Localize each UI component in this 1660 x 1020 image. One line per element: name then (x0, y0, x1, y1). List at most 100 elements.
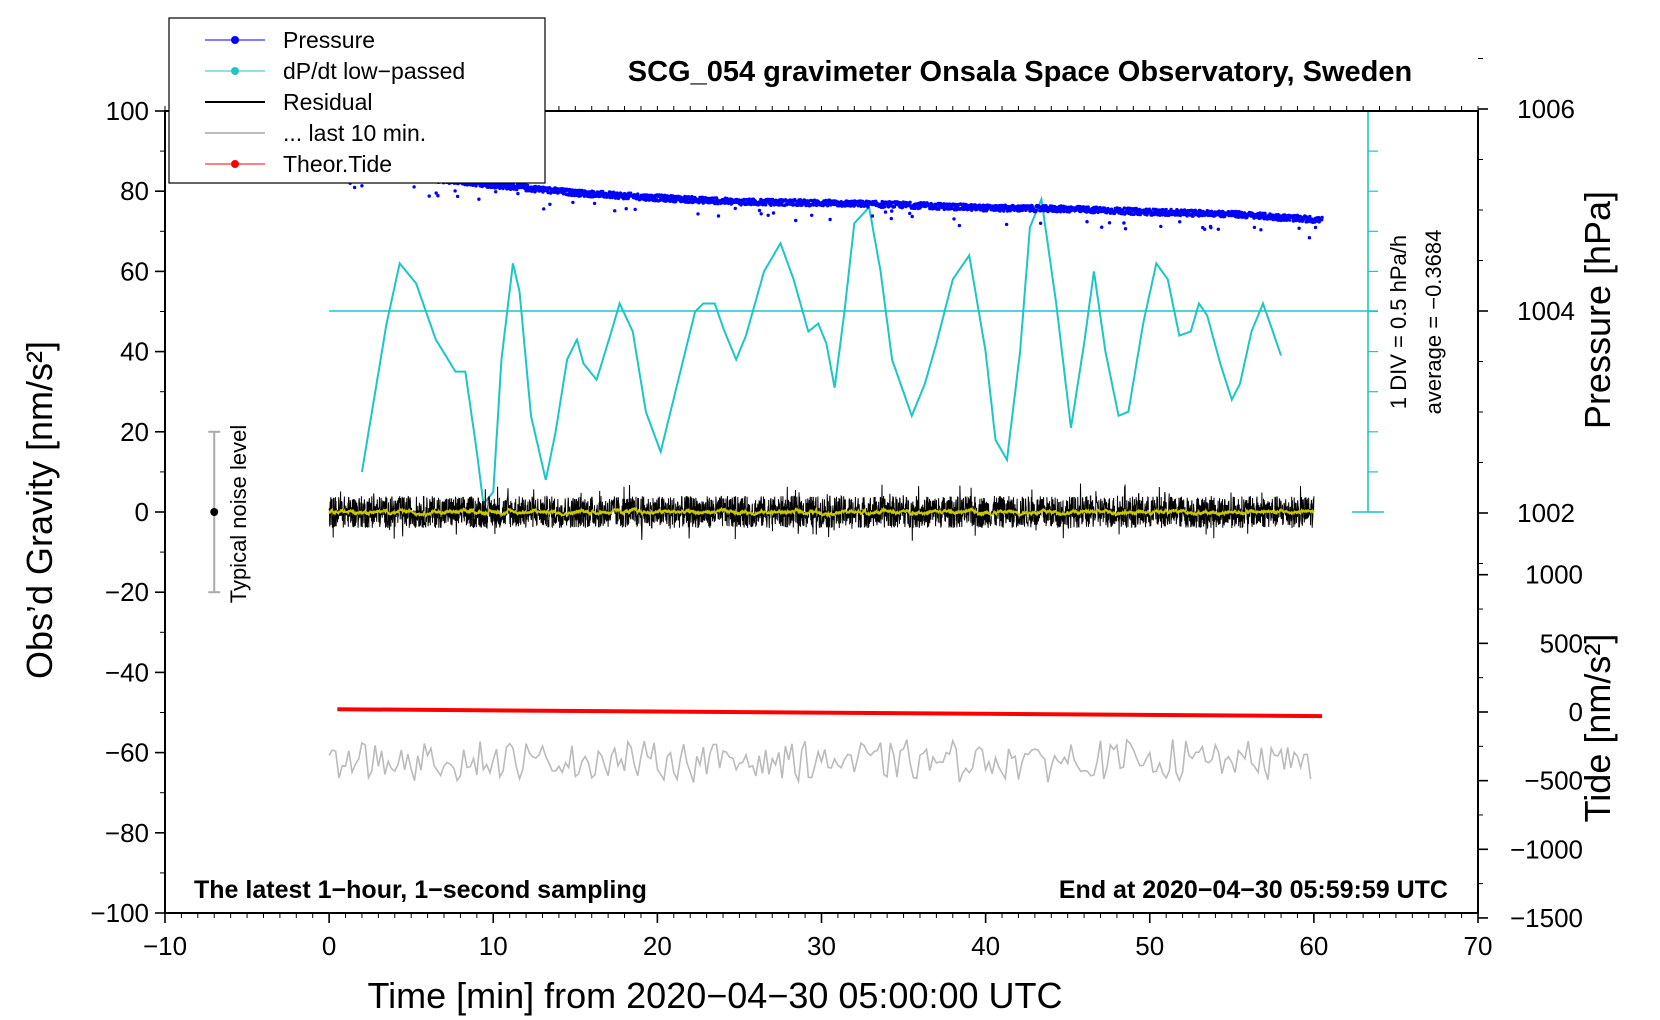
pressure-point (883, 210, 888, 214)
pressure-point (957, 223, 962, 228)
y-tick-label: 40 (120, 337, 149, 367)
y-tick-label: −60 (105, 738, 149, 768)
pressure-point (913, 206, 917, 211)
pressure-point (624, 207, 628, 211)
pressure-point (901, 205, 905, 209)
legend-label: ... last 10 min. (283, 120, 426, 146)
pressure-point (516, 191, 520, 196)
pressure-point (352, 185, 357, 190)
legend-label: Theor.Tide (283, 151, 392, 177)
tide-tick-label: 1000 (1525, 560, 1583, 590)
pressure-point (716, 214, 721, 218)
pressure-point (1181, 212, 1186, 217)
y-tick-label: 80 (120, 176, 149, 206)
legend-label: Pressure (283, 27, 375, 53)
pressure-point (1209, 225, 1213, 230)
pressure-point (810, 213, 814, 217)
pressure-point (1252, 225, 1257, 230)
noise-bar-center (210, 508, 219, 516)
pressure-point (477, 197, 481, 201)
pressure-point (1191, 214, 1195, 218)
x-tick-label: −10 (143, 931, 187, 961)
pressure-tick-label: 1002 (1517, 498, 1575, 528)
pressure-tick-label: 1004 (1517, 296, 1575, 326)
legend-label: Residual (283, 89, 373, 115)
pressure-point (567, 187, 572, 192)
pressure-point (1107, 221, 1112, 225)
last10-series-line (328, 738, 1312, 785)
pressure-point (412, 185, 416, 189)
pressure-point (494, 190, 498, 194)
pressure-point (908, 211, 912, 216)
pressure-point (889, 216, 893, 221)
x-tick-label: 60 (1299, 931, 1328, 961)
x-tick-label: 40 (971, 931, 1000, 961)
pressure-axis-label: Pressure [hPa] (1577, 191, 1618, 429)
pressure-point (828, 217, 832, 222)
pressure-point (427, 194, 431, 198)
pressure-point (771, 211, 776, 215)
pressure-point (1216, 227, 1221, 231)
pressure-point (1038, 221, 1043, 225)
pressure-point (696, 212, 700, 216)
pressure-point (1288, 218, 1292, 222)
footer-left: The latest 1−hour, 1−second sampling (194, 876, 647, 904)
y-tick-label: 100 (106, 96, 149, 126)
residual-series-line (328, 483, 1315, 541)
pressure-point (1259, 228, 1263, 232)
x-axis-label: Time [min] from 2020−04−30 05:00:00 UTC (367, 975, 1062, 1016)
pressure-point (616, 196, 621, 201)
y-tick-label: 60 (120, 256, 149, 286)
pressure-point (1004, 222, 1009, 227)
tide-tick-label: 500 (1540, 628, 1583, 658)
x-tick-label: 0 (322, 931, 336, 961)
pressure-point (1203, 227, 1207, 231)
pressure-point (890, 209, 894, 213)
dpdt-scale-axis (1352, 110, 1384, 513)
pressure-point (1100, 225, 1104, 229)
pressure-point (436, 194, 440, 198)
x-tick-label: 10 (479, 931, 508, 961)
residual-smoothed-line (328, 506, 1315, 519)
tide-tick-label: 0 (1569, 697, 1583, 727)
pressure-point (883, 205, 887, 209)
pressure-point (453, 189, 457, 193)
dpdt-series-line (360, 195, 1282, 507)
legend: Pressure dP/dt low−passed Residual ... last… (168, 17, 546, 184)
pressure-point (1034, 208, 1039, 212)
pressure-point (1313, 225, 1318, 230)
pressure-point (548, 202, 552, 206)
y-tick-label: −40 (105, 657, 149, 687)
y-tick-label: 20 (120, 417, 149, 447)
x-tick-label: 20 (643, 931, 672, 961)
noise-level-bar (208, 430, 221, 594)
pressure-point (784, 198, 788, 202)
pressure-point (1178, 220, 1182, 224)
pressure-point (1085, 220, 1089, 224)
y-tick-label: −80 (105, 818, 149, 848)
pressure-point (1297, 226, 1301, 230)
x-tick-label: 30 (807, 931, 836, 961)
pressure-point (1320, 215, 1324, 220)
y-axis-label: Obs’d Gravity [nm/s²] (19, 341, 60, 679)
pressure-point (870, 214, 875, 218)
x-tick-label: 70 (1464, 931, 1493, 961)
axes: −10 0 10 20 30 40 50 60 70 100 80 60 40 20 0 −20 −40 −60 −… (90, 58, 1583, 961)
pressure-point (908, 200, 912, 204)
legend-swatch-dot (231, 67, 239, 75)
legend-label: dP/dt low−passed (283, 58, 465, 84)
plot-area (208, 110, 1384, 785)
x-tick-label: 50 (1135, 931, 1164, 961)
footer-right: End at 2020−04−30 05:59:59 UTC (1059, 876, 1448, 904)
pressure-point (455, 194, 460, 199)
pressure-point (1164, 207, 1168, 212)
pressure-point (766, 213, 770, 217)
pressure-point (764, 203, 768, 207)
pressure-point (794, 218, 798, 223)
pressure-point (592, 201, 597, 206)
tide-axis-label: Tide [nm/s²] (1577, 634, 1618, 823)
pressure-point (1138, 212, 1143, 217)
pressure-point (954, 202, 958, 207)
y-tick-label: −20 (105, 577, 149, 607)
